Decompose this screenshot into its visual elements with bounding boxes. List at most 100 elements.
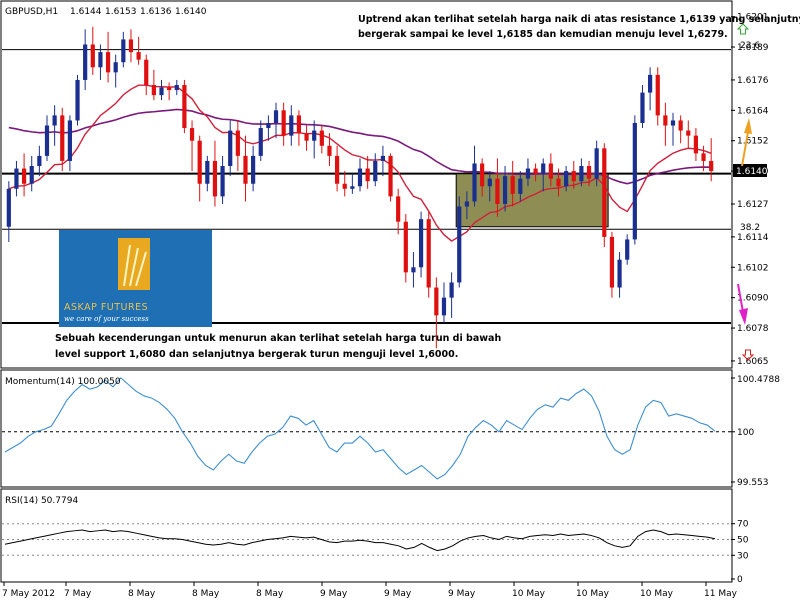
candle-body [648, 74, 653, 93]
time-tick-label: 9 May [320, 589, 348, 599]
time-tick-label: 10 May [640, 589, 674, 599]
candle-body [136, 52, 141, 60]
time-tick-label: 8 May [128, 589, 156, 599]
candle-body [105, 52, 111, 73]
candle-body [44, 125, 50, 156]
momentum-tick-label: 100.4788 [737, 375, 780, 385]
candle [418, 211, 424, 278]
ohlc-open: 1.6144 [70, 7, 102, 17]
candle [594, 140, 599, 187]
price-tick-label: 1.6114 [737, 233, 769, 243]
candle-body [556, 178, 561, 187]
chart-symbol: GBPUSD,H1 [5, 7, 58, 17]
candle-body [693, 135, 699, 154]
time-tick-label: 10 May [512, 589, 546, 599]
candle [29, 155, 34, 192]
candle-body [205, 160, 210, 184]
slow-moving-average-line [8, 108, 712, 185]
candle [373, 153, 378, 187]
candle-body [29, 166, 34, 184]
candle-body [632, 122, 637, 240]
candle-body [510, 176, 515, 194]
candle [90, 26, 95, 75]
price-tick-label: 1.6201 [737, 13, 769, 23]
price-tick-label: 1.6090 [737, 294, 769, 304]
candle [655, 67, 660, 126]
candle-body [548, 163, 553, 179]
candle [426, 211, 431, 298]
candle [518, 171, 523, 202]
candle-body [258, 128, 263, 156]
candle [480, 158, 485, 197]
candle [701, 145, 706, 172]
magenta-down-arrow-icon [737, 283, 748, 325]
momentum-tick-label: 99.553 [737, 478, 769, 488]
candle-body [586, 166, 592, 179]
candle [709, 138, 714, 182]
candle-body [235, 130, 240, 156]
candle [533, 163, 538, 182]
candle [457, 196, 462, 288]
candle-body [75, 79, 80, 121]
candle-body [296, 115, 302, 134]
time-tick-label: 10 May [576, 589, 610, 599]
rsi-tick-label: 30 [737, 551, 749, 561]
candle-body [518, 178, 523, 194]
candle-body [487, 178, 492, 187]
candle-body [159, 87, 164, 96]
candle [21, 153, 27, 197]
candle-body [312, 130, 317, 141]
candle-body [571, 171, 576, 182]
candle-body [342, 183, 347, 189]
candle [121, 31, 126, 68]
candle [14, 160, 19, 197]
candle [670, 112, 676, 146]
time-tick-label: 8 May [192, 589, 220, 599]
consolidation-zone-box [455, 173, 609, 228]
candle-body [98, 52, 103, 68]
candle [235, 120, 240, 172]
candle [296, 110, 302, 146]
candle [632, 115, 637, 245]
rsi-tick-label: 50 [737, 536, 749, 546]
candle [487, 171, 492, 202]
candle-body [625, 239, 630, 260]
candle [648, 67, 653, 111]
candle [571, 160, 576, 189]
candle-body [174, 85, 179, 91]
candle-body [701, 153, 706, 161]
logo-emblem-rays [123, 244, 147, 287]
candle-body [243, 155, 248, 184]
candle-body [464, 201, 469, 207]
candle-body [686, 130, 691, 136]
candle-body [212, 160, 218, 197]
candle [525, 158, 531, 187]
candle [189, 120, 195, 172]
rsi-title: RSI(14) 50.7794 [5, 496, 78, 506]
candle [52, 105, 57, 146]
candle-body [37, 155, 42, 167]
time-tick-label: 9 May [448, 589, 476, 599]
candle [251, 145, 256, 192]
current-price-label: 1.6140 [736, 167, 768, 177]
candle-body [273, 110, 279, 123]
ohlc-high: 1.6153 [105, 7, 137, 17]
candle-body [90, 44, 95, 68]
candle-body [350, 186, 355, 189]
candle-body [281, 110, 286, 136]
candle [98, 44, 103, 80]
candle [167, 82, 172, 101]
candle [281, 102, 286, 146]
up-arrow-outline-icon [736, 23, 750, 35]
candle [388, 153, 393, 202]
uptrend-note-line2: bergerak sampai ke level 1,6185 dan kemu… [358, 29, 728, 40]
candle-body [533, 168, 538, 174]
candle [220, 155, 225, 204]
candle-body [418, 219, 424, 268]
candle [640, 85, 645, 129]
candle-body [472, 163, 477, 202]
price-tick-label: 1.6176 [737, 76, 769, 86]
candle-body [327, 145, 332, 156]
candle-body [640, 92, 645, 123]
